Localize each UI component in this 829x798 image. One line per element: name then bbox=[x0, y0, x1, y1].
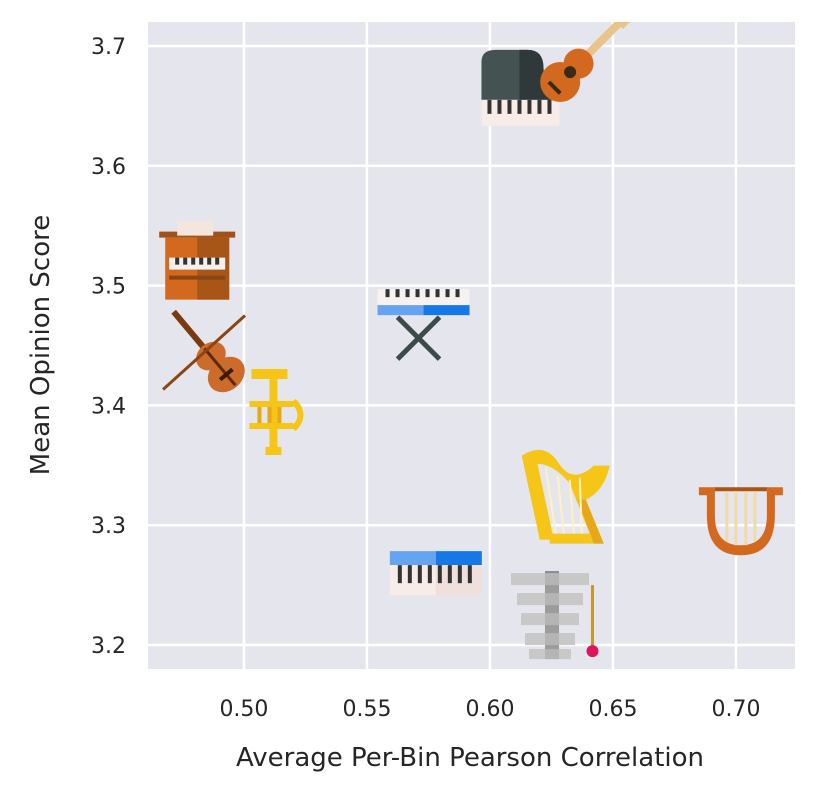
y-tick-labels: 3.2 3.3 3.4 3.5 3.6 3.7 bbox=[91, 35, 126, 659]
y-tick-label: 3.4 bbox=[91, 394, 126, 419]
y-axis-label: Mean Opinion Score bbox=[26, 215, 56, 475]
synthesizer-icon bbox=[389, 551, 482, 596]
organ-icon bbox=[159, 221, 236, 300]
y-tick-label: 3.2 bbox=[91, 634, 126, 659]
x-tick-label: 0.65 bbox=[588, 697, 637, 722]
x-tick-label: 0.50 bbox=[219, 697, 268, 722]
y-tick-label: 3.6 bbox=[91, 155, 126, 180]
y-tick-label: 3.7 bbox=[91, 35, 126, 60]
x-tick-labels: 0.50 0.55 0.60 0.65 0.70 bbox=[219, 697, 760, 722]
x-tick-label: 0.70 bbox=[711, 697, 760, 722]
x-axis-label: Average Per-Bin Pearson Correlation bbox=[236, 743, 704, 773]
y-tick-label: 3.3 bbox=[91, 514, 126, 539]
x-tick-label: 0.60 bbox=[465, 697, 514, 722]
y-tick-label: 3.5 bbox=[91, 275, 126, 300]
x-tick-label: 0.55 bbox=[342, 697, 391, 722]
